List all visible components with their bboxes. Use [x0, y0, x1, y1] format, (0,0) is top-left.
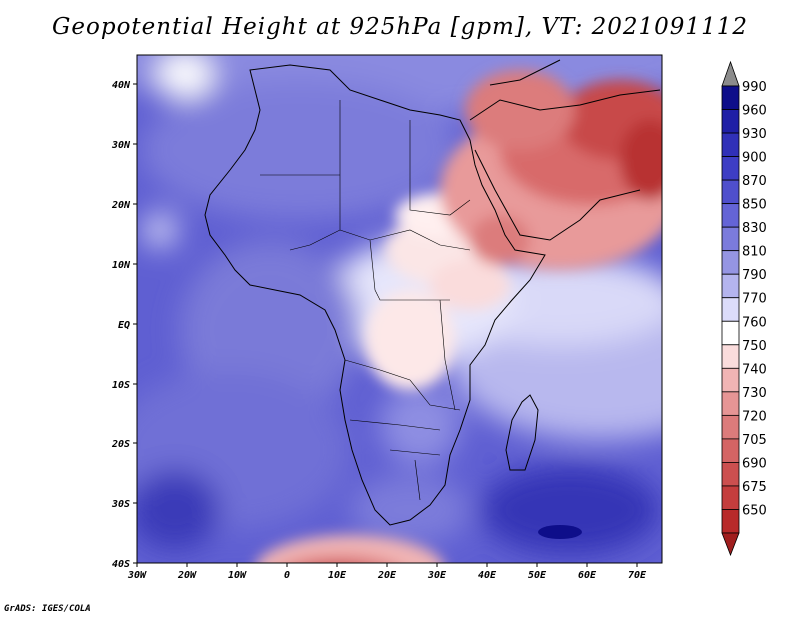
colorbar-label: 830: [742, 221, 767, 236]
colorbar-box: [721, 414, 740, 440]
colorbar-box: [721, 320, 740, 346]
lat-label: EQ: [118, 320, 130, 331]
colorbar-box: [721, 273, 740, 299]
colorbar-label: 750: [742, 339, 767, 354]
plot-frame: [136, 54, 663, 564]
lon-label: 20E: [377, 570, 397, 581]
lon-label: 30W: [127, 570, 147, 581]
colorbar-label: 850: [742, 198, 767, 213]
colorbar-label: 810: [742, 245, 767, 260]
colorbar-box: [721, 179, 740, 205]
lat-label: 20S: [111, 439, 130, 450]
map-title: Geopotential Height at 925hPa [gpm], VT:…: [52, 14, 748, 40]
lat-label: 30N: [111, 140, 131, 151]
colorbar-label: 705: [742, 433, 767, 448]
colorbar-label: 760: [742, 315, 767, 330]
colorbar-label: 900: [742, 151, 767, 166]
height-field: [137, 55, 662, 563]
lon-label: 40E: [478, 570, 497, 581]
lat-label: 10N: [112, 260, 131, 271]
lon-label: 20W: [177, 570, 197, 581]
colorbar-box: [721, 132, 740, 157]
colorbar-box: [721, 485, 740, 510]
colorbar: 990 960 930 900 870 850 830 810 790 770 760 750 740 7…: [721, 60, 767, 557]
coastlines: [204, 59, 661, 526]
colorbar-box: [721, 367, 740, 393]
colorbar-box: [721, 509, 740, 534]
colorbar-label: 930: [742, 127, 767, 142]
colorbar-box: [721, 297, 740, 322]
lon-label: 10W: [228, 570, 247, 581]
colorbar-label: 770: [742, 292, 767, 307]
colorbar-box: [721, 156, 740, 181]
lon-label: 0: [284, 570, 290, 581]
colorbar-box: [721, 391, 740, 416]
lat-label: 30S: [111, 499, 130, 510]
lat-label: 40N: [112, 80, 131, 91]
colorbar-box: [721, 344, 740, 369]
lon-label: 30E: [427, 570, 447, 581]
credit-text: GrADS: IGES/COLA: [4, 604, 91, 614]
lon-label: 60E: [578, 570, 597, 581]
lon-label: 50E: [528, 570, 547, 581]
colorbar-box: [721, 226, 740, 252]
colorbar-label: 720: [742, 409, 767, 424]
lat-label: 40S: [112, 559, 130, 570]
colorbar-bottom-arrow: [721, 532, 740, 557]
colorbar-label: 730: [742, 386, 767, 401]
lat-label: 20N: [111, 200, 131, 211]
colorbar-box: [721, 203, 740, 228]
colorbar-box: [721, 85, 740, 110]
lon-label: 10E: [328, 570, 347, 581]
colorbar-box: [721, 109, 740, 134]
axis-ticks: [133, 83, 638, 567]
colorbar-label: 675: [742, 480, 767, 495]
lat-labels: 40N 30N 20N 10N EQ 10S 20S 30S 40S: [111, 80, 131, 570]
lon-label: 70E: [628, 570, 647, 581]
colorbar-top-arrow: [721, 60, 740, 87]
lon-labels: 30W 20W 10W 0 10E 20E 30E 40E 50E 60E 70…: [127, 570, 647, 581]
colorbar-label: 650: [742, 503, 767, 518]
colorbar-box: [721, 438, 740, 463]
colorbar-label: 690: [742, 456, 767, 471]
colorbar-label: 740: [742, 362, 767, 377]
colorbar-box: [721, 462, 740, 487]
lat-label: 10S: [112, 380, 130, 391]
colorbar-label: 990: [742, 80, 767, 95]
colorbar-label: 790: [742, 268, 767, 283]
colorbar-box: [721, 250, 740, 275]
country-borders: [260, 100, 471, 501]
colorbar-label: 960: [742, 104, 767, 119]
colorbar-label: 870: [742, 174, 767, 189]
